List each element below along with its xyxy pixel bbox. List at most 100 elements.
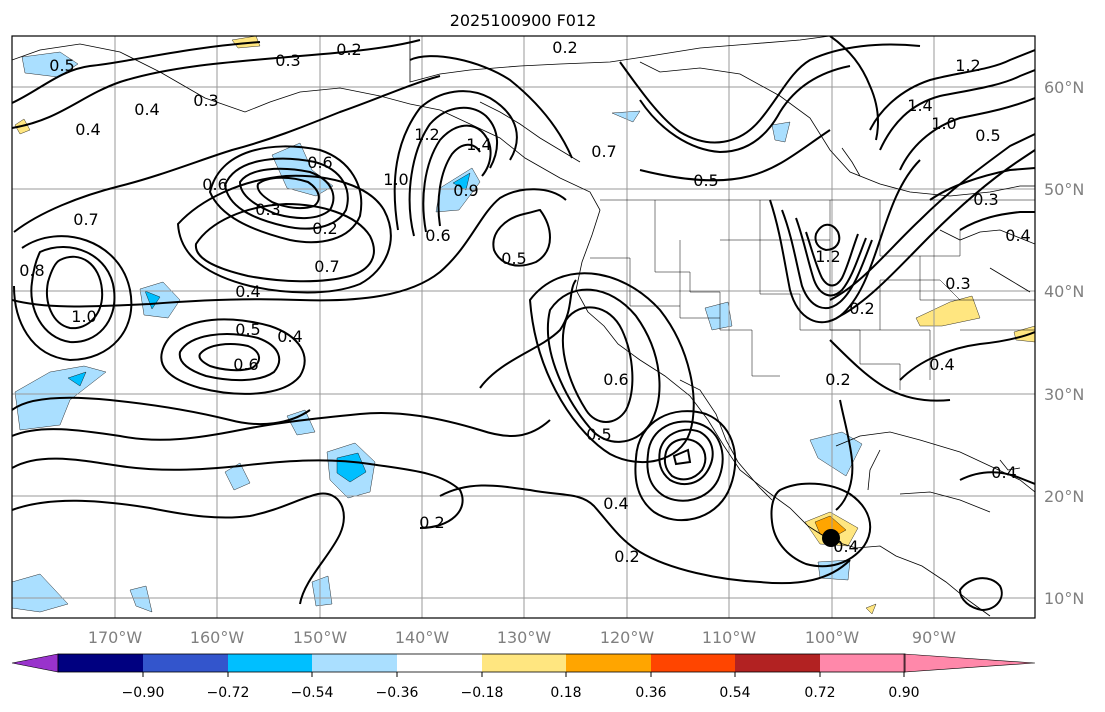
- contour-label: 0.6: [603, 370, 628, 389]
- colorbar-segment: [58, 654, 144, 672]
- contour-label: 0.9: [453, 181, 478, 200]
- contour-label: 0.3: [945, 274, 970, 293]
- map-frame: [11, 35, 1036, 619]
- contour-label: 0.4: [277, 327, 302, 346]
- colorbar-tick-label: 0.72: [804, 685, 835, 701]
- positive-shading: [915, 295, 981, 327]
- colorbar-ticks: [142, 672, 905, 677]
- lon-label: 100°W: [805, 628, 860, 647]
- latitude-labels: 60°N 50°N 40°N 30°N 20°N 10°N: [1044, 78, 1084, 608]
- contour-label: 0.6: [233, 355, 258, 374]
- lon-label: 90°W: [912, 628, 956, 647]
- lon-label: 170°W: [88, 628, 143, 647]
- contour-label: 1.4: [907, 96, 932, 115]
- lon-label: 110°W: [702, 628, 757, 647]
- lat-label: 40°N: [1044, 282, 1084, 301]
- lat-label: 10°N: [1044, 589, 1084, 608]
- contour-label: 0.2: [849, 299, 874, 318]
- negative-shading: [21, 51, 79, 78]
- state-borders: [590, 199, 1035, 390]
- contour-label: 0.4: [235, 282, 260, 301]
- contour-label: 0.6: [202, 175, 227, 194]
- contour-label: 0.5: [501, 249, 526, 268]
- colorbar-max-extension: [903, 653, 1036, 673]
- negative-shading: [286, 409, 316, 436]
- contour-label: 0.5: [235, 320, 260, 339]
- colorbar-tick-label: 0.90: [888, 685, 919, 701]
- contour-label: 0.2: [336, 40, 361, 59]
- colorbar-segment: [820, 654, 906, 672]
- colorbar-segment: [482, 654, 568, 672]
- colorbar-tick-label: −0.90: [122, 685, 165, 701]
- contour-label: 0.4: [991, 463, 1016, 482]
- lat-label: 20°N: [1044, 487, 1084, 506]
- lon-label: 120°W: [600, 628, 655, 647]
- longitude-labels: 170°W 160°W 150°W 140°W 130°W 120°W 110°…: [88, 628, 956, 647]
- lat-label: 50°N: [1044, 180, 1084, 199]
- contour-label: 1.2: [815, 247, 840, 266]
- storm-center-dot: [822, 529, 840, 547]
- contour-label: 0.7: [73, 210, 98, 229]
- colorbar-segment: [143, 654, 229, 672]
- contour-label: 0.3: [973, 190, 998, 209]
- negative-shading: [129, 585, 153, 613]
- contour-label: 0.5: [693, 171, 718, 190]
- colorbar-segment: [566, 654, 652, 672]
- negative-shading: [704, 301, 733, 331]
- contour-label: 0.5: [975, 126, 1000, 145]
- contour-label: 0.4: [134, 100, 159, 119]
- colorbar-tick-label: −0.18: [461, 685, 504, 701]
- contour-label: 0.2: [312, 219, 337, 238]
- negative-shading: [12, 573, 69, 613]
- negative-shading-strong: [452, 172, 471, 191]
- contour-label: 0.2: [419, 513, 444, 532]
- colorbar-segment: [651, 654, 737, 672]
- colorbar-segment: [312, 654, 398, 672]
- contour-label: 0.4: [929, 355, 954, 374]
- contour-label: 0.3: [193, 91, 218, 110]
- lon-label: 140°W: [395, 628, 450, 647]
- contour-label: 0.6: [425, 226, 450, 245]
- lon-label: 150°W: [293, 628, 348, 647]
- contour-label: 0.5: [49, 56, 74, 75]
- contour-label: 1.4: [466, 135, 491, 154]
- colorbar-tick-label: 0.18: [550, 685, 581, 701]
- map-panel: [12, 36, 1035, 618]
- contour-label: 0.6: [307, 153, 332, 172]
- contour-label: 0.3: [255, 200, 280, 219]
- colorbar-tick-label: 0.36: [635, 685, 666, 701]
- contour-label: 0.2: [614, 547, 639, 566]
- contour-label: 0.2: [825, 370, 850, 389]
- colorbar-segment: [735, 654, 821, 672]
- lon-label: 160°W: [190, 628, 245, 647]
- contour-label: 0.7: [314, 257, 339, 276]
- colorbar-segment: [228, 654, 314, 672]
- negative-shading: [271, 142, 334, 197]
- colorbar-segment: [397, 654, 483, 672]
- contour-lines: [12, 36, 1035, 612]
- lat-label: 30°N: [1044, 385, 1084, 404]
- colorbar-min-extension: [11, 653, 59, 673]
- contour-label: 1.0: [931, 114, 956, 133]
- colorbar-tick-label: −0.54: [291, 685, 334, 701]
- contour-label: 0.4: [1005, 226, 1030, 245]
- negative-shading: [771, 121, 791, 143]
- positive-shading: [865, 603, 877, 615]
- map-title: 2025100900 F012: [450, 11, 597, 30]
- contour-label: 1.2: [955, 56, 980, 75]
- contour-label: 0.8: [19, 261, 44, 280]
- contour-label: 0.5: [586, 425, 611, 444]
- lat-label: 60°N: [1044, 78, 1084, 97]
- negative-shading: [435, 167, 481, 213]
- contour-label: 0.4: [603, 494, 628, 513]
- contour-label: 0.2: [552, 38, 577, 57]
- positive-shading: [231, 36, 261, 49]
- contour-labels: 0.2 0.3 0.2 0.5 0.3 0.4 0.4 1.2 1.4 0.9 …: [19, 38, 1030, 566]
- contour-label: 0.7: [591, 142, 616, 161]
- contour-label: 0.3: [275, 51, 300, 70]
- contour-label: 1.0: [71, 307, 96, 326]
- lon-label: 130°W: [497, 628, 552, 647]
- colorbar-tick-label: 0.54: [719, 685, 750, 701]
- colorbar-tick-label: −0.36: [376, 685, 419, 701]
